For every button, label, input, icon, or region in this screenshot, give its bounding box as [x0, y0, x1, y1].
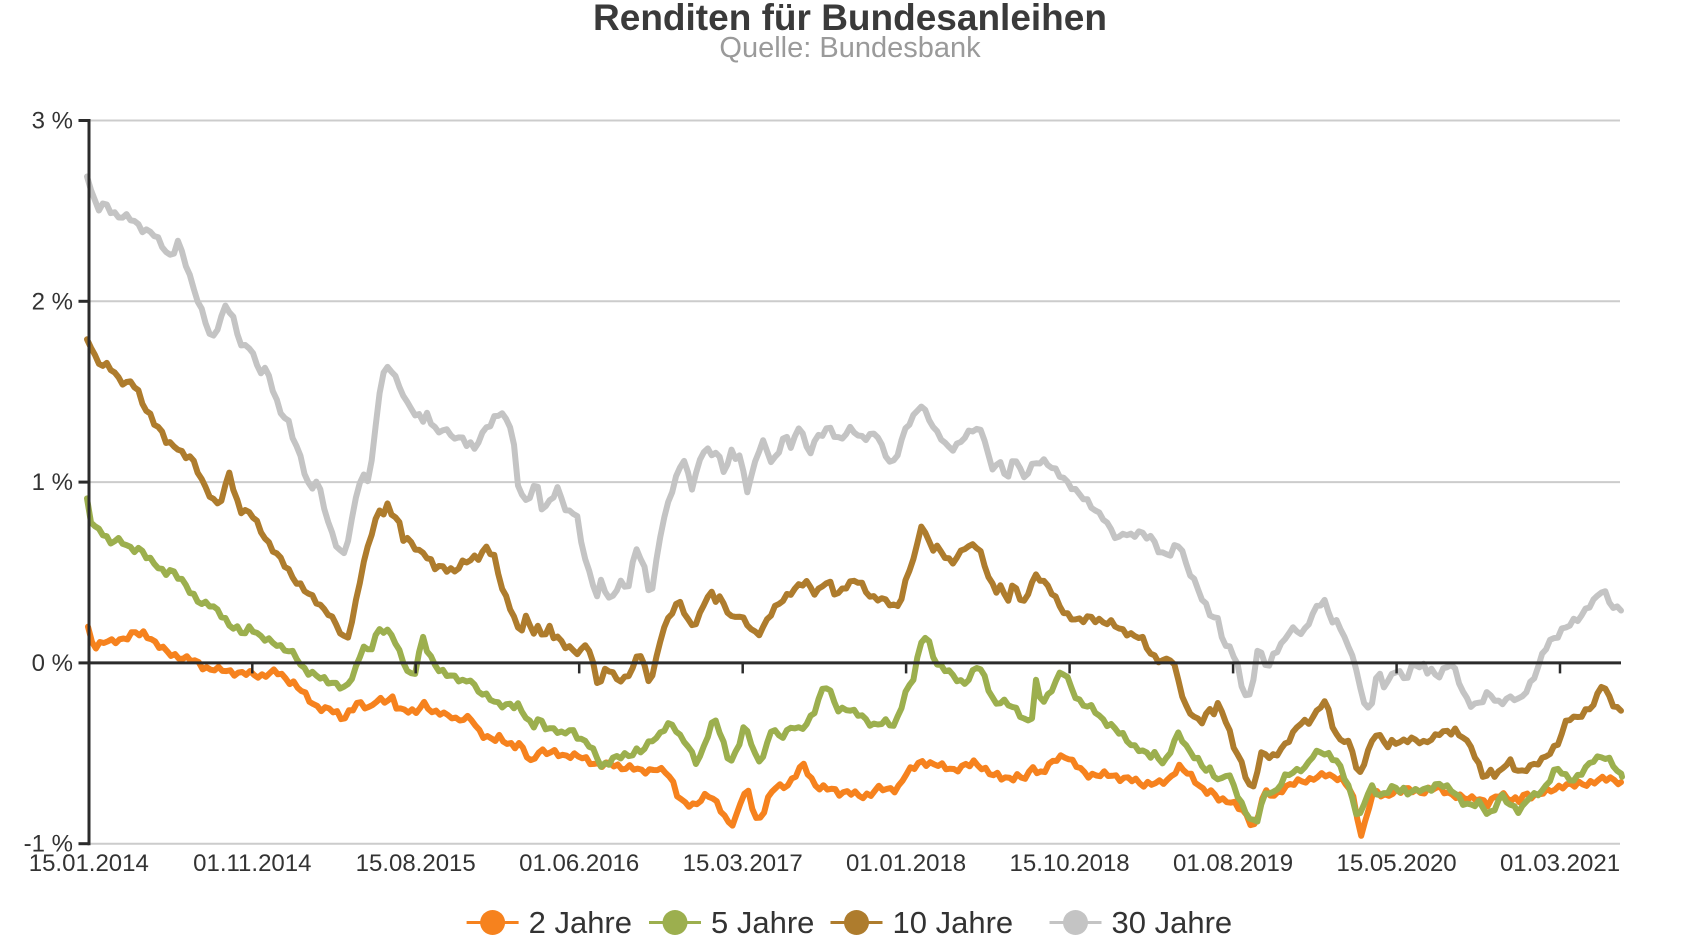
svg-text:3 %: 3 % [32, 108, 73, 135]
svg-text:15.10.2018: 15.10.2018 [1010, 850, 1130, 877]
svg-text:-1 %: -1 % [24, 831, 73, 858]
svg-text:1 %: 1 % [32, 469, 73, 496]
svg-text:15.03.2017: 15.03.2017 [683, 850, 803, 877]
svg-text:01.01.2018: 01.01.2018 [846, 850, 966, 877]
svg-text:01.11.2014: 01.11.2014 [193, 850, 311, 877]
svg-text:15.08.2015: 15.08.2015 [356, 850, 476, 877]
svg-text:2 %: 2 % [32, 288, 73, 315]
svg-text:01.06.2016: 01.06.2016 [519, 850, 639, 877]
svg-text:30 Jahre: 30 Jahre [1112, 905, 1233, 940]
svg-text:01.08.2019: 01.08.2019 [1173, 850, 1293, 877]
svg-text:5 Jahre: 5 Jahre [711, 905, 814, 940]
svg-text:15.01.2014: 15.01.2014 [29, 850, 149, 877]
svg-text:2 Jahre: 2 Jahre [529, 905, 632, 940]
svg-text:10 Jahre: 10 Jahre [893, 905, 1014, 940]
svg-text:0 %: 0 % [32, 650, 73, 677]
svg-text:01.03.2021: 01.03.2021 [1500, 850, 1620, 877]
svg-text:15.05.2020: 15.05.2020 [1337, 850, 1457, 877]
